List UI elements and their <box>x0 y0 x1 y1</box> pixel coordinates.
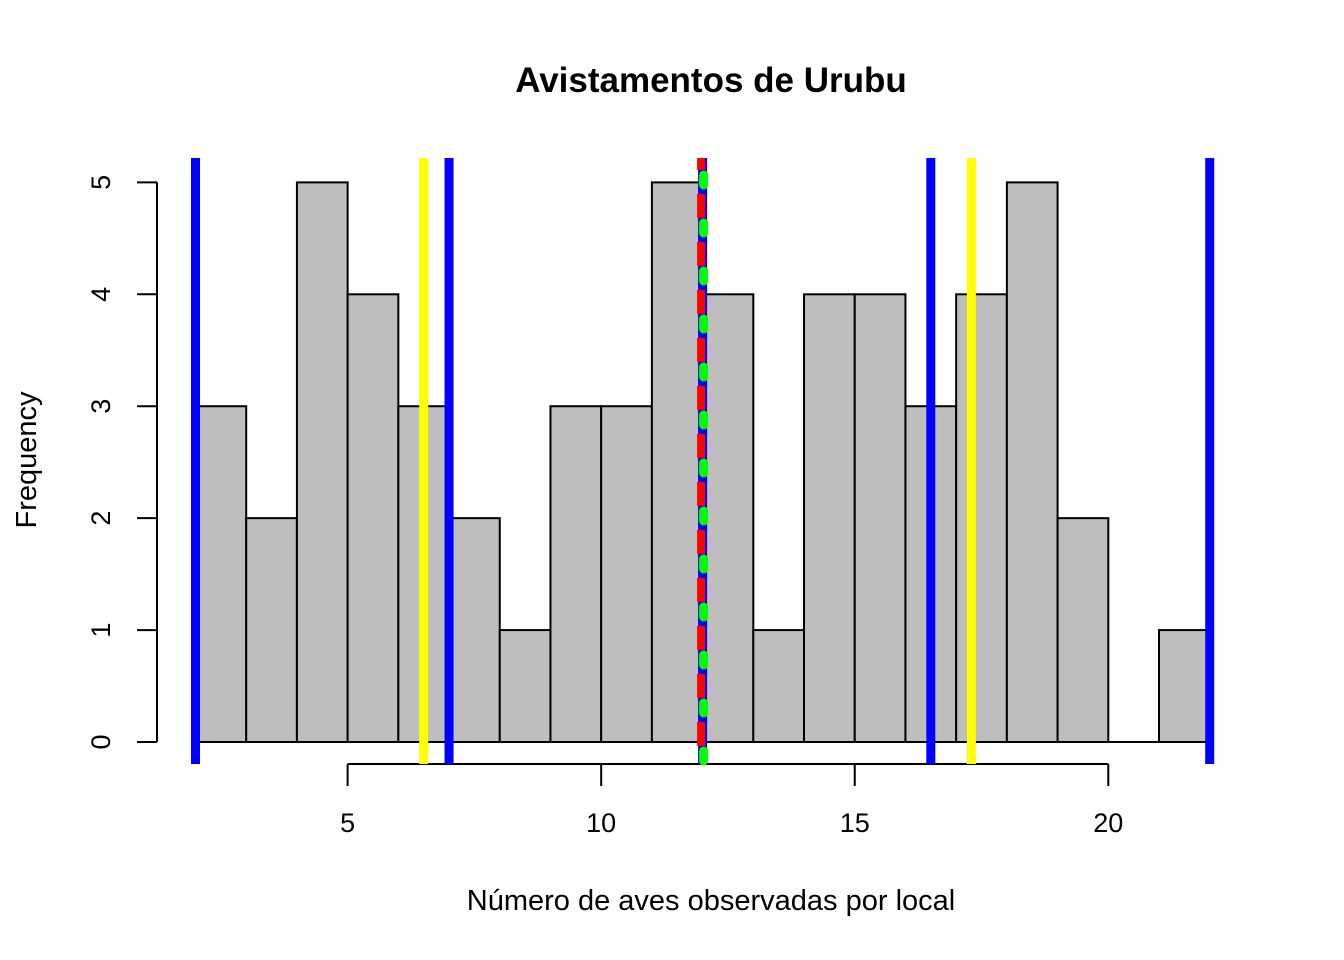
y-tick-label: 1 <box>86 623 116 638</box>
histogram-bar <box>346 293 400 743</box>
x-tick-label: 10 <box>586 808 616 838</box>
histogram-bar <box>853 293 907 743</box>
histogram-bar <box>1005 181 1059 743</box>
x-tick-label: 20 <box>1093 808 1123 838</box>
x-axis-label: Número de aves observadas por local <box>467 885 955 917</box>
histogram-bar <box>194 405 248 743</box>
y-tick-label: 0 <box>86 734 116 749</box>
histogram-bar <box>549 405 603 743</box>
x-axis: 5 10 15 20 <box>340 763 1123 838</box>
histogram-bar <box>295 181 349 743</box>
histogram-bar <box>955 293 1008 743</box>
histogram-bar <box>803 293 856 743</box>
histogram-bar <box>448 517 501 744</box>
histogram-bar <box>752 629 806 743</box>
histogram-bar <box>1056 517 1110 744</box>
y-tick-label: 4 <box>86 287 116 302</box>
histogram-bar <box>650 181 704 743</box>
x-tick-label: 15 <box>840 808 870 838</box>
y-axis-label: Frequency <box>11 391 43 529</box>
histogram-bar <box>701 293 755 743</box>
histogram-bar <box>498 629 552 743</box>
histogram-bar <box>1158 629 1211 743</box>
x-tick-label: 5 <box>340 808 355 838</box>
y-tick-label: 3 <box>86 399 116 414</box>
chart-title: Avistamentos de Urubu <box>515 61 907 100</box>
y-axis: 0 1 2 3 4 5 <box>86 175 158 750</box>
reference-lines-group <box>190 158 1215 769</box>
bars-group <box>194 181 1211 744</box>
histogram-bar <box>245 517 298 744</box>
histogram-bar <box>600 405 653 743</box>
y-tick-label: 5 <box>86 175 116 190</box>
y-tick-label: 2 <box>86 511 116 526</box>
